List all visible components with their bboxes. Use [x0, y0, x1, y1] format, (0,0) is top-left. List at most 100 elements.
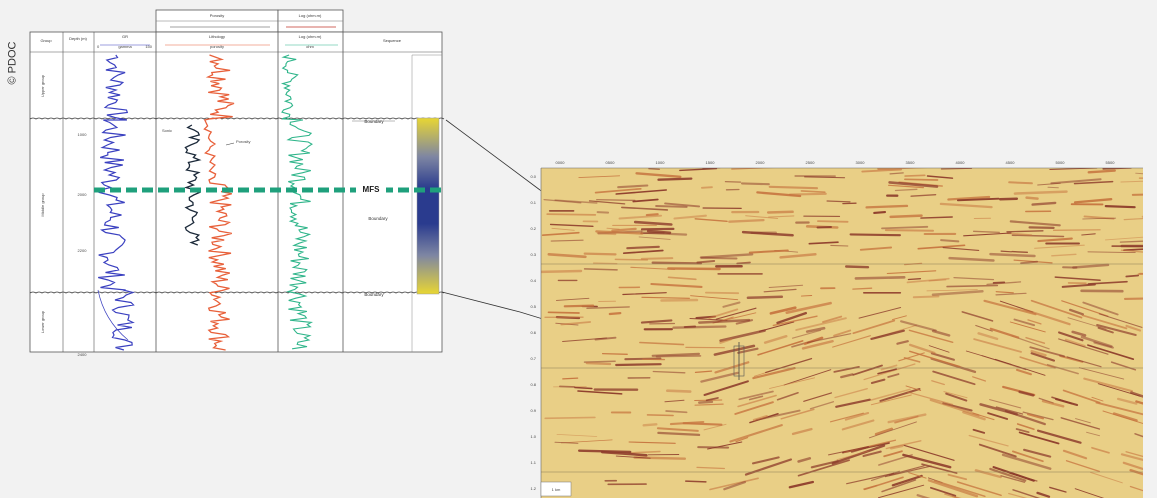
seismic-reflector	[1020, 260, 1039, 265]
seismic-top-tick-label: 3000	[856, 160, 866, 165]
seismic-left-tick-label: 0.9	[530, 408, 536, 413]
seismic-reflector	[1125, 451, 1143, 458]
seismic-reflector	[667, 267, 721, 271]
seismic-reflector	[1009, 472, 1038, 482]
seismic-reflector	[1131, 193, 1143, 196]
seismic-reflector	[736, 261, 751, 265]
seismic-reflector	[685, 480, 707, 483]
seismic-reflector	[1087, 280, 1128, 285]
seismic-reflector	[577, 390, 623, 395]
surface-label-mid: Boundary	[368, 216, 388, 221]
seismic-reflector	[1036, 429, 1082, 444]
seismic-reflector	[1029, 346, 1065, 358]
seismic-reflector	[833, 329, 852, 337]
seismic-reflector	[894, 188, 918, 192]
seismic-reflector	[741, 230, 794, 237]
seismic-reflector	[1013, 318, 1036, 327]
seismic-reflector	[797, 459, 851, 477]
well-log-panel: Porosity Log (ohm.m) Group Depth (m) GR …	[29, 9, 445, 357]
seismic-reflector	[979, 403, 1018, 416]
seismic-reflector	[639, 341, 685, 346]
surface-label-lower: Boundary	[364, 292, 384, 297]
seismic-reflector	[868, 421, 917, 439]
seismic-reflector	[800, 295, 813, 297]
seismic-reflector	[1081, 233, 1096, 236]
mfs-label-bg	[356, 182, 386, 195]
seismic-reflector	[931, 380, 945, 386]
seismic-reflector	[972, 376, 987, 382]
seismic-reflector	[615, 363, 662, 367]
seismic-reflector	[929, 398, 980, 417]
seismic-reflector	[696, 260, 716, 264]
seismic-reflector	[830, 244, 849, 247]
lith-curve-dark	[183, 124, 202, 246]
curve-annotation-a: Sonic	[162, 128, 172, 133]
seismic-reflector	[626, 245, 660, 250]
seismic-top-tick-label: 1000	[656, 160, 666, 165]
group-label-lower: Lower group	[40, 310, 45, 333]
seismic-reflector	[1110, 361, 1137, 371]
seismic-reflector	[549, 223, 594, 228]
seismic-reflector	[618, 214, 663, 220]
seismic-reflector	[961, 311, 994, 322]
seismic-reflector	[921, 463, 958, 474]
seismic-reflector	[642, 423, 658, 427]
seismic-reflector	[803, 392, 833, 402]
seismic-reflector	[886, 270, 937, 275]
seismic-reflector	[556, 433, 598, 437]
seismic-reflector	[1006, 230, 1044, 233]
seismic-reflector	[862, 450, 882, 458]
seismic-reflector	[1030, 349, 1047, 357]
seismic-top-tick-label: 5500	[1106, 160, 1116, 165]
seismic-reflector	[594, 336, 617, 341]
seismic-reflector	[554, 441, 579, 444]
seismic-left-tick-label: 0.7	[530, 356, 536, 361]
seismic-reflector	[669, 420, 705, 426]
seismic-reflector	[1068, 308, 1085, 316]
seismic-reflector	[852, 287, 873, 290]
seismic-reflector	[1095, 401, 1143, 416]
seismic-reflector	[757, 340, 804, 356]
seismic-reflector	[1028, 226, 1055, 229]
seismic-reflector	[896, 340, 909, 345]
seismic-left-tick-label: 0.8	[530, 382, 536, 387]
seismic-reflector	[870, 378, 886, 384]
seismic-reflector	[596, 211, 610, 214]
seismic-reflector	[638, 236, 671, 240]
seismic-reflector	[816, 226, 832, 229]
seismic-reflector	[1135, 400, 1143, 405]
seismic-reflector	[697, 446, 730, 449]
seismic-reflector	[650, 282, 703, 288]
seismic-reflector	[1027, 413, 1044, 420]
seismic-reflector	[737, 347, 759, 354]
seismic-reflector	[1091, 396, 1104, 402]
seismic-reflector	[943, 391, 968, 399]
seismic-reflector	[657, 431, 701, 437]
sequence-bar	[416, 117, 440, 295]
mfs-label: MFS	[363, 185, 381, 194]
seismic-reflector	[645, 213, 659, 217]
seismic-reflector	[917, 244, 966, 250]
seismic-reflector	[752, 367, 796, 380]
seismic-reflector	[578, 175, 621, 179]
seismic-reflector	[723, 481, 747, 491]
seismic-reflector	[1087, 169, 1116, 174]
seismic-reflector	[615, 455, 651, 459]
seismic-reflector	[986, 281, 1022, 286]
seismic-reflector	[664, 399, 685, 403]
seismic-reflector	[806, 333, 852, 344]
seismic-reflector	[769, 377, 815, 389]
seismic-reflector	[745, 215, 779, 219]
seismic-reflector	[817, 220, 849, 223]
seismic-reflector	[906, 391, 954, 406]
seismic-reflector	[1066, 356, 1102, 368]
seismic-reflector	[956, 481, 1002, 497]
seismic-reflector	[931, 289, 984, 296]
seismic-reflector	[735, 437, 749, 443]
seismic-reflector	[805, 326, 826, 333]
seismic-reflector	[728, 218, 765, 223]
seismic-reflector	[1054, 398, 1079, 406]
col-header-sequence: Sequence	[383, 38, 402, 43]
seismic-reflector	[722, 301, 741, 308]
